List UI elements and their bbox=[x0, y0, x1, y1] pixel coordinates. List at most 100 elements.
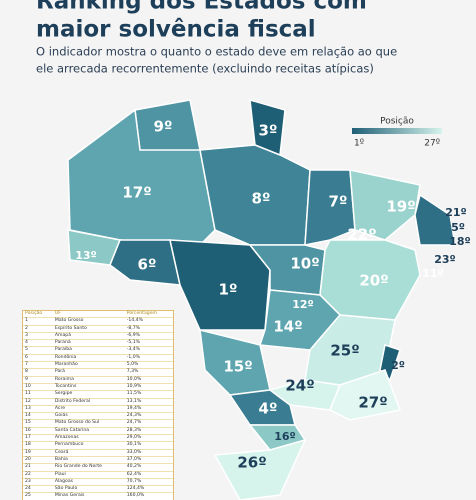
table-row: 16 Santa Catarina 28,3% bbox=[23, 427, 173, 436]
table-cell: 18 bbox=[23, 441, 53, 450]
table-row: 4 Paraná -5,1% bbox=[23, 339, 173, 348]
table-cell: Bahia bbox=[52, 456, 125, 465]
table-cell: -5,1% bbox=[124, 339, 173, 348]
table-cell: 30,1% bbox=[124, 441, 173, 450]
table-cell: Pernambuco bbox=[52, 441, 125, 450]
table-row: 2 Espírito Santo -8,7% bbox=[23, 325, 173, 333]
table-row: 15 Mato Grosso do Sul 24,7% bbox=[23, 419, 173, 428]
table-cell: 2 bbox=[23, 325, 53, 333]
state bbox=[349, 169, 421, 241]
table: Posição UF Porcentagem 1 Mato Grosso -14,4% 2 E… bbox=[23, 311, 173, 500]
table-cell: Rio Grande do Norte bbox=[52, 463, 125, 472]
table-cell: 16 bbox=[23, 427, 53, 436]
table-cell: 13 bbox=[23, 405, 53, 414]
rank-label: 8º bbox=[252, 190, 271, 208]
table-cell: 15 bbox=[23, 419, 53, 428]
rank-label: 17º bbox=[122, 184, 151, 202]
table-cell: -8,7% bbox=[124, 325, 173, 333]
legend-max: 27º bbox=[424, 139, 440, 149]
state bbox=[414, 193, 456, 246]
map bbox=[67, 98, 456, 500]
table-cell: 33,0% bbox=[124, 449, 173, 457]
table-cell: 10 bbox=[23, 383, 53, 392]
table-cell: 28,3% bbox=[124, 427, 173, 436]
state bbox=[213, 438, 307, 500]
header-cell: Porcentagem bbox=[124, 311, 173, 319]
table-cell: 17 bbox=[23, 434, 53, 443]
table-cell: 37,0% bbox=[124, 456, 173, 465]
title: maior solvência fiscal bbox=[36, 17, 316, 43]
table-row: 13 Acre 19,4% bbox=[23, 405, 173, 414]
table-cell: 124,4% bbox=[124, 485, 173, 494]
table-cell: Tocantins bbox=[52, 383, 125, 392]
table-cell: 11 bbox=[23, 390, 53, 399]
table-cell: 40,2% bbox=[124, 463, 173, 472]
table-cell: 62,4% bbox=[124, 471, 173, 479]
table-cell: 14 bbox=[23, 412, 53, 421]
table-cell: 3 bbox=[23, 332, 53, 341]
rank-label: 7º bbox=[329, 193, 348, 211]
state bbox=[228, 389, 296, 426]
table-row: 6 Rondônia -1,0% bbox=[23, 354, 173, 363]
subtitle: O indicador mostra o quanto o estado dev… bbox=[36, 45, 397, 59]
rank-labels: 9º 3º 17º 8º 7º 19º 21º 5º 18º 6º 13º 1º… bbox=[75, 118, 471, 472]
table-cell: 20 bbox=[23, 456, 53, 465]
table-row: 8 Pará 7,3% bbox=[23, 368, 173, 377]
rank-label: 6º bbox=[138, 256, 157, 274]
table-cell: 6 bbox=[23, 354, 53, 363]
table-row: 7 Maranhão 5,0% bbox=[23, 361, 173, 370]
subtitle: ele arrecada recorrentemente (excluindo … bbox=[36, 62, 374, 76]
header-cell: UF bbox=[52, 311, 125, 319]
rank-label: 20º bbox=[359, 272, 388, 290]
rank-label: 5º bbox=[451, 221, 465, 234]
table-cell: Pará bbox=[52, 368, 125, 377]
table-row: 5 Paraíba -3,4% bbox=[23, 346, 173, 355]
rank-label: 23º bbox=[434, 253, 456, 266]
rank-label: 1º bbox=[219, 281, 238, 299]
table-cell: 19 bbox=[23, 449, 53, 457]
table-cell: Amapá bbox=[52, 332, 125, 341]
rank-label: 16º bbox=[274, 430, 296, 443]
rank-label: 2º bbox=[391, 359, 405, 372]
table-cell: Piauí bbox=[52, 471, 125, 479]
table-cell: Goiás bbox=[52, 412, 125, 421]
table-row: 9 Roraima 10,0% bbox=[23, 376, 173, 384]
table-cell: Rondônia bbox=[52, 354, 125, 363]
rank-label: 3º bbox=[259, 122, 278, 140]
table-row: 19 Ceará 33,0% bbox=[23, 449, 173, 457]
rank-label: 13º bbox=[75, 249, 97, 262]
rank-label: 19º bbox=[386, 198, 415, 216]
ranking-table: Posição UF Porcentagem 1 Mato Grosso -14,4% 2 E… bbox=[22, 310, 174, 500]
table-cell: 10,9% bbox=[124, 383, 173, 392]
rank-label: 10º bbox=[290, 255, 319, 273]
title: Ranking dos Estados com bbox=[36, 0, 367, 15]
table-row: 25 Minas Gerais 160,0% bbox=[23, 492, 173, 500]
table-cell: 13,1% bbox=[124, 398, 173, 406]
table-row: 10 Tocantins 10,9% bbox=[23, 383, 173, 392]
table-cell: 24,7% bbox=[124, 419, 173, 428]
rank-label: 27º bbox=[358, 394, 387, 412]
table-cell: São Paulo bbox=[52, 485, 125, 494]
table-cell: 22 bbox=[23, 471, 53, 479]
legend-min: 1º bbox=[354, 139, 364, 149]
table-row: 14 Goiás 24,3% bbox=[23, 412, 173, 421]
rank-label: 4º bbox=[259, 400, 278, 418]
table-cell: Amazonas bbox=[52, 434, 125, 443]
table-cell: 19,4% bbox=[124, 405, 173, 414]
legend-label: Posição bbox=[380, 117, 414, 127]
table-cell: Roraima bbox=[52, 376, 125, 384]
rank-label: 14º bbox=[273, 318, 302, 336]
table-row: 18 Pernambuco 30,1% bbox=[23, 441, 173, 450]
table-cell: 8 bbox=[23, 368, 53, 377]
table-cell: 70,7% bbox=[124, 478, 173, 487]
table-cell: 29,0% bbox=[124, 434, 173, 443]
rank-label: 21º bbox=[445, 206, 467, 219]
table-row: 17 Amazonas 29,0% bbox=[23, 434, 173, 443]
table-cell: Alagoas bbox=[52, 478, 125, 487]
table-cell: Santa Catarina bbox=[52, 427, 125, 436]
table-row: 24 São Paulo 124,4% bbox=[23, 485, 173, 494]
rank-label: 15º bbox=[223, 358, 252, 376]
table-row: 20 Bahia 37,0% bbox=[23, 456, 173, 465]
table-cell: Mato Grosso do Sul bbox=[52, 419, 125, 428]
